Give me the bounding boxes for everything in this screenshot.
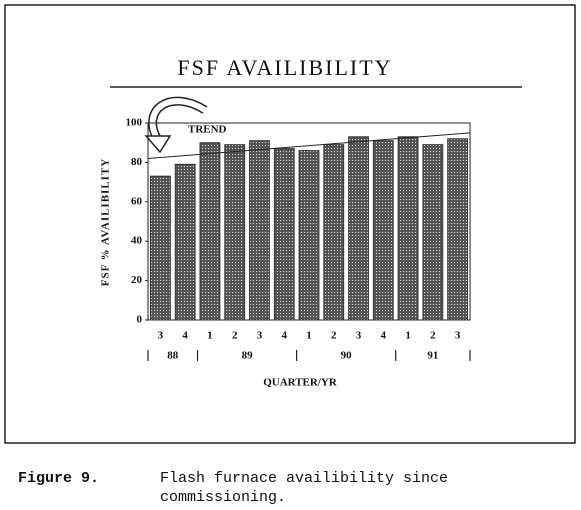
x-group-label: 89 <box>242 350 254 362</box>
frame <box>4 4 576 444</box>
x-tick-label: 3 <box>257 330 263 342</box>
y-axis-label: FSF % AVAILIBILITY <box>100 158 112 286</box>
x-tick-label: 1 <box>405 330 411 342</box>
x-tick-label: 2 <box>232 330 238 342</box>
y-tick-label: 100 <box>126 117 143 129</box>
bar <box>149 175 171 321</box>
bar <box>422 144 444 321</box>
bar <box>273 148 295 321</box>
y-tick-label: 60 <box>131 195 143 207</box>
bar <box>348 136 369 321</box>
arrow <box>149 98 207 142</box>
x-tick-label: 4 <box>182 330 188 342</box>
x-tick-label: 2 <box>430 330 436 342</box>
x-axis-label: QUARTER/YR <box>263 377 338 389</box>
bar <box>174 163 196 321</box>
x-tick-label: 2 <box>331 330 337 342</box>
bar <box>323 144 345 321</box>
bar <box>249 140 270 321</box>
annotation: TREND <box>188 124 227 136</box>
arrow-head <box>144 135 172 154</box>
chart-title: FSF AVAILIBILITY <box>177 55 392 80</box>
caption-text: Flash furnace availibility since commissi… <box>160 470 448 506</box>
x-group-label: 88 <box>167 350 179 362</box>
x-tick-label: 3 <box>356 330 362 342</box>
x-group-label: 91 <box>427 350 438 362</box>
trend-line <box>147 132 471 159</box>
x-tick-label: 3 <box>455 330 461 342</box>
x-tick-label: 4 <box>381 330 387 342</box>
x-tick-label: 3 <box>158 330 164 342</box>
y-tick-label: 80 <box>131 156 143 168</box>
bar <box>372 140 394 321</box>
bar <box>298 150 320 321</box>
y-tick-label: 0 <box>137 314 143 326</box>
bar <box>397 136 419 321</box>
bar <box>224 144 246 321</box>
caption-label: Figure 9. <box>18 470 99 487</box>
x-tick-label: 4 <box>281 330 287 342</box>
bar <box>199 142 221 321</box>
y-tick-label: 40 <box>131 235 143 247</box>
x-tick-label: 1 <box>207 330 213 342</box>
x-group-label: 90 <box>341 350 353 362</box>
bar <box>447 138 469 321</box>
x-tick-label: 1 <box>306 330 312 342</box>
y-tick-label: 20 <box>131 274 143 286</box>
